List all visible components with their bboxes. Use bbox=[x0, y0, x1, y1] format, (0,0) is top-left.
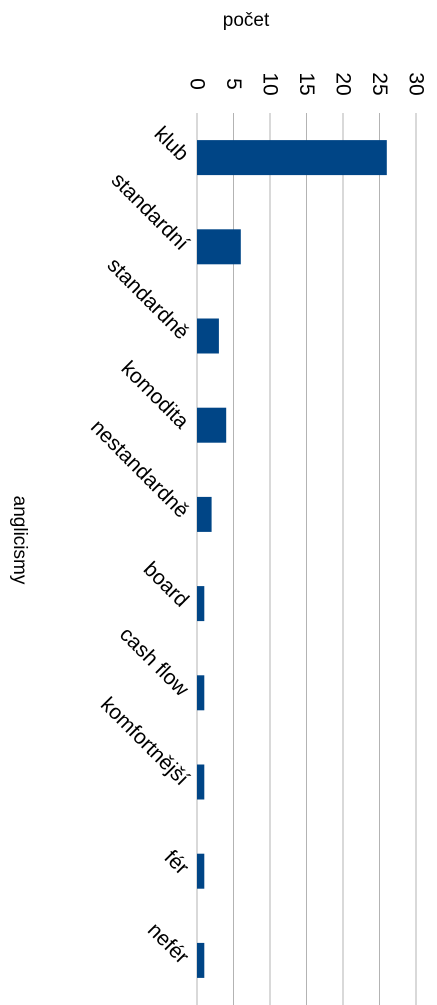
bar bbox=[197, 942, 205, 978]
category-label: board bbox=[139, 557, 193, 611]
tick-label: 25 bbox=[368, 72, 391, 95]
category-label: klub bbox=[150, 122, 194, 166]
category-label: cash flow bbox=[115, 623, 194, 702]
category-label: fér bbox=[160, 846, 194, 880]
category-label: standardně bbox=[103, 254, 194, 345]
y-axis-title: anglicismy bbox=[9, 496, 30, 585]
tick-label: 10 bbox=[259, 72, 282, 95]
tick-label: 5 bbox=[222, 78, 245, 90]
category-labels: klubstandardnístandardněkomoditanestanda… bbox=[86, 122, 194, 968]
x-axis-title: počet bbox=[223, 10, 270, 31]
tick-label: 0 bbox=[186, 78, 209, 90]
bar bbox=[197, 229, 241, 265]
bar bbox=[197, 407, 227, 443]
bar bbox=[197, 496, 212, 532]
category-label: komodita bbox=[117, 357, 194, 434]
tick-label: 15 bbox=[295, 72, 318, 95]
tick-label: 20 bbox=[332, 72, 355, 95]
bars bbox=[197, 140, 387, 978]
bar bbox=[197, 675, 205, 711]
category-label: nefér bbox=[143, 918, 193, 968]
bar bbox=[197, 586, 205, 622]
category-label: standardní bbox=[107, 168, 194, 255]
bar bbox=[197, 318, 219, 354]
tick-labels: 0 5 10 15 20 25 30 bbox=[186, 72, 428, 95]
tick-label: 30 bbox=[405, 72, 428, 95]
category-label: komfortnější bbox=[96, 693, 193, 790]
bar bbox=[197, 853, 205, 889]
bar bbox=[197, 764, 205, 800]
bar bbox=[197, 140, 387, 176]
